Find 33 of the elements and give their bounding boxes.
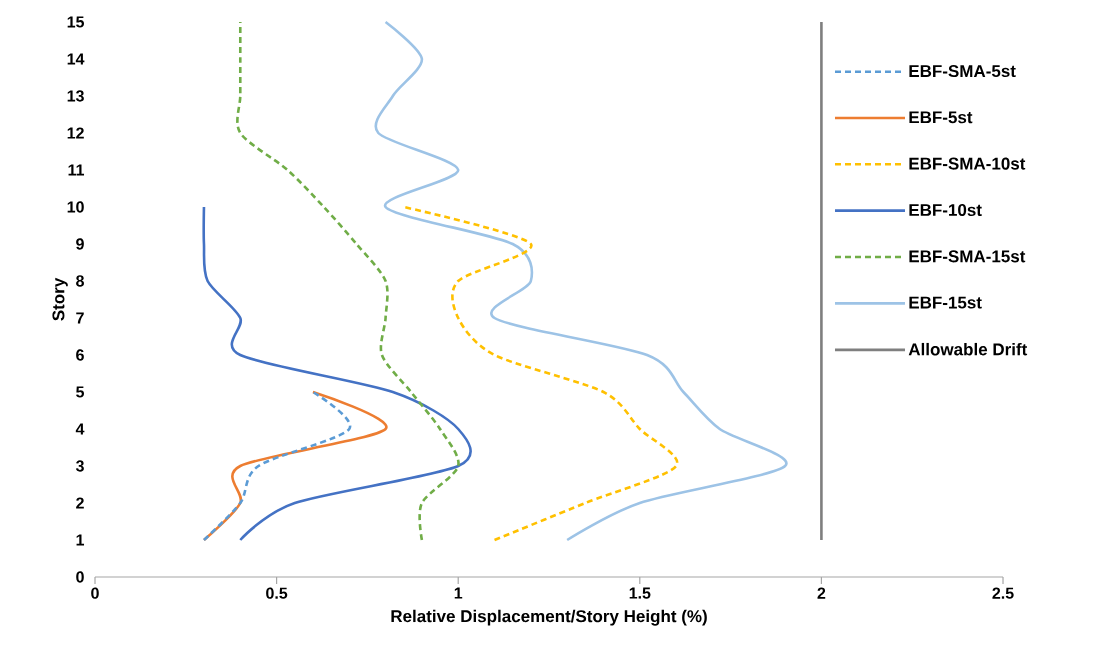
x-tick-label: 0.5 — [266, 587, 288, 599]
y-tick-label: 15 — [67, 16, 85, 28]
legend-label: EBF-SMA-5st — [909, 65, 1016, 78]
legend-label: EBF-SMA-10st — [909, 157, 1026, 170]
y-tick-label: 0 — [76, 571, 84, 583]
y-tick-label: 9 — [76, 238, 84, 250]
x-tick-label: 1.5 — [629, 587, 651, 599]
y-tick-label: 6 — [76, 349, 84, 361]
y-tick-label: 10 — [67, 201, 84, 213]
x-tick-label: 1 — [454, 587, 463, 599]
legend-label: Allowable Drift — [908, 342, 1028, 356]
legend-label: EBF-15st — [909, 296, 982, 309]
y-tick-label: 13 — [67, 90, 84, 102]
x-axis-title: Relative Displacement/Story Height (%) — [391, 609, 707, 626]
y-tick-label: 5 — [76, 386, 85, 398]
line-series — [202, 390, 352, 542]
x-tick-label: 2 — [817, 587, 826, 599]
x-tick-label: 2.5 — [992, 587, 1014, 599]
y-tick-label: 11 — [68, 164, 85, 176]
y-tick-label: 7 — [76, 312, 84, 324]
y-tick-label: 8 — [76, 275, 84, 287]
legend-label: EBF-5st — [909, 111, 973, 124]
y-tick-label: 14 — [67, 53, 85, 65]
x-tick-label: 0 — [91, 587, 99, 599]
y-axis-title: Story — [52, 277, 68, 321]
y-tick-label: 4 — [75, 423, 85, 435]
legend-label: EBF-10st — [909, 203, 982, 217]
line-series — [402, 205, 679, 542]
y-tick-label: 1 — [76, 534, 85, 546]
y-tick-label: 2 — [76, 497, 84, 509]
y-tick-label: 3 — [75, 460, 84, 472]
y-tick-label: 12 — [67, 127, 84, 139]
legend-label: EBF-SMA-15st — [909, 250, 1026, 263]
